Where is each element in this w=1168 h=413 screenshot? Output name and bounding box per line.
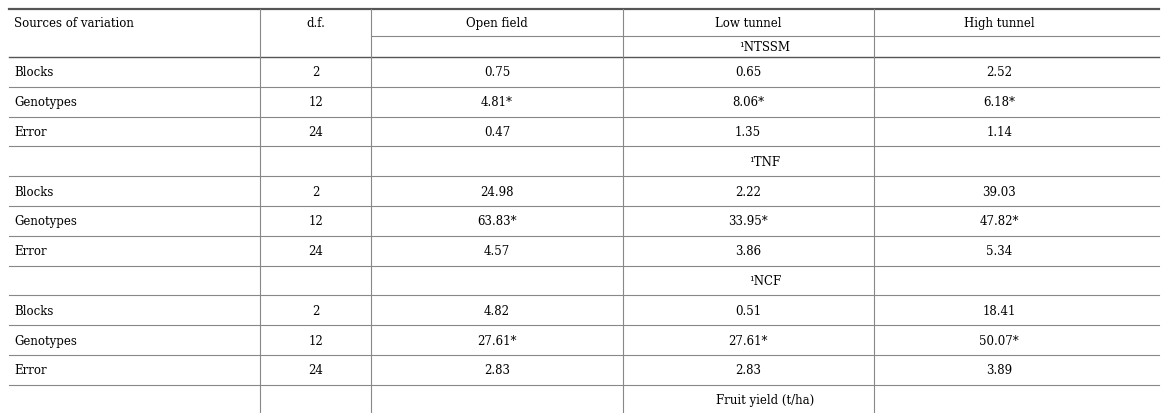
Text: ¹TNF: ¹TNF [750,155,780,169]
Text: 2: 2 [312,304,320,317]
Text: 0.75: 0.75 [484,66,510,79]
Text: Genotypes: Genotypes [14,215,77,228]
Text: 47.82*: 47.82* [980,215,1018,228]
Text: 27.61*: 27.61* [478,334,516,347]
Text: 39.03: 39.03 [982,185,1016,198]
Text: 6.18*: 6.18* [983,96,1015,109]
Text: 0.47: 0.47 [484,126,510,139]
Text: Fruit yield (t/ha): Fruit yield (t/ha) [716,393,814,406]
Text: Genotypes: Genotypes [14,334,77,347]
Text: 2: 2 [312,185,320,198]
Text: Error: Error [14,363,47,377]
Text: 3.86: 3.86 [735,244,762,258]
Text: 50.07*: 50.07* [979,334,1020,347]
Text: ¹NTSSM: ¹NTSSM [739,40,791,54]
Text: 3.89: 3.89 [986,363,1013,377]
Text: 4.82: 4.82 [484,304,510,317]
Text: 4.57: 4.57 [484,244,510,258]
Text: Low tunnel: Low tunnel [715,17,781,30]
Text: Error: Error [14,244,47,258]
Text: 24: 24 [308,363,324,377]
Text: 24: 24 [308,244,324,258]
Text: d.f.: d.f. [306,17,326,30]
Text: 4.81*: 4.81* [481,96,513,109]
Text: 5.34: 5.34 [986,244,1013,258]
Text: 2.52: 2.52 [986,66,1013,79]
Text: Open field: Open field [466,17,528,30]
Text: 2.22: 2.22 [735,185,762,198]
Text: Blocks: Blocks [14,185,54,198]
Text: 18.41: 18.41 [982,304,1016,317]
Text: ¹NCF: ¹NCF [749,274,781,287]
Text: 12: 12 [308,334,324,347]
Text: Blocks: Blocks [14,304,54,317]
Text: 12: 12 [308,215,324,228]
Text: 63.83*: 63.83* [478,215,516,228]
Text: 27.61*: 27.61* [729,334,767,347]
Text: 8.06*: 8.06* [732,96,764,109]
Text: 33.95*: 33.95* [728,215,769,228]
Text: High tunnel: High tunnel [964,17,1035,30]
Text: 2.83: 2.83 [484,363,510,377]
Text: 0.65: 0.65 [735,66,762,79]
Text: 1.35: 1.35 [735,126,762,139]
Text: Error: Error [14,126,47,139]
Text: 24.98: 24.98 [480,185,514,198]
Text: 12: 12 [308,96,324,109]
Text: Blocks: Blocks [14,66,54,79]
Text: Genotypes: Genotypes [14,96,77,109]
Text: 2: 2 [312,66,320,79]
Text: 2.83: 2.83 [735,363,762,377]
Text: Sources of variation: Sources of variation [14,17,134,30]
Text: 0.51: 0.51 [735,304,762,317]
Text: 24: 24 [308,126,324,139]
Text: 1.14: 1.14 [986,126,1013,139]
